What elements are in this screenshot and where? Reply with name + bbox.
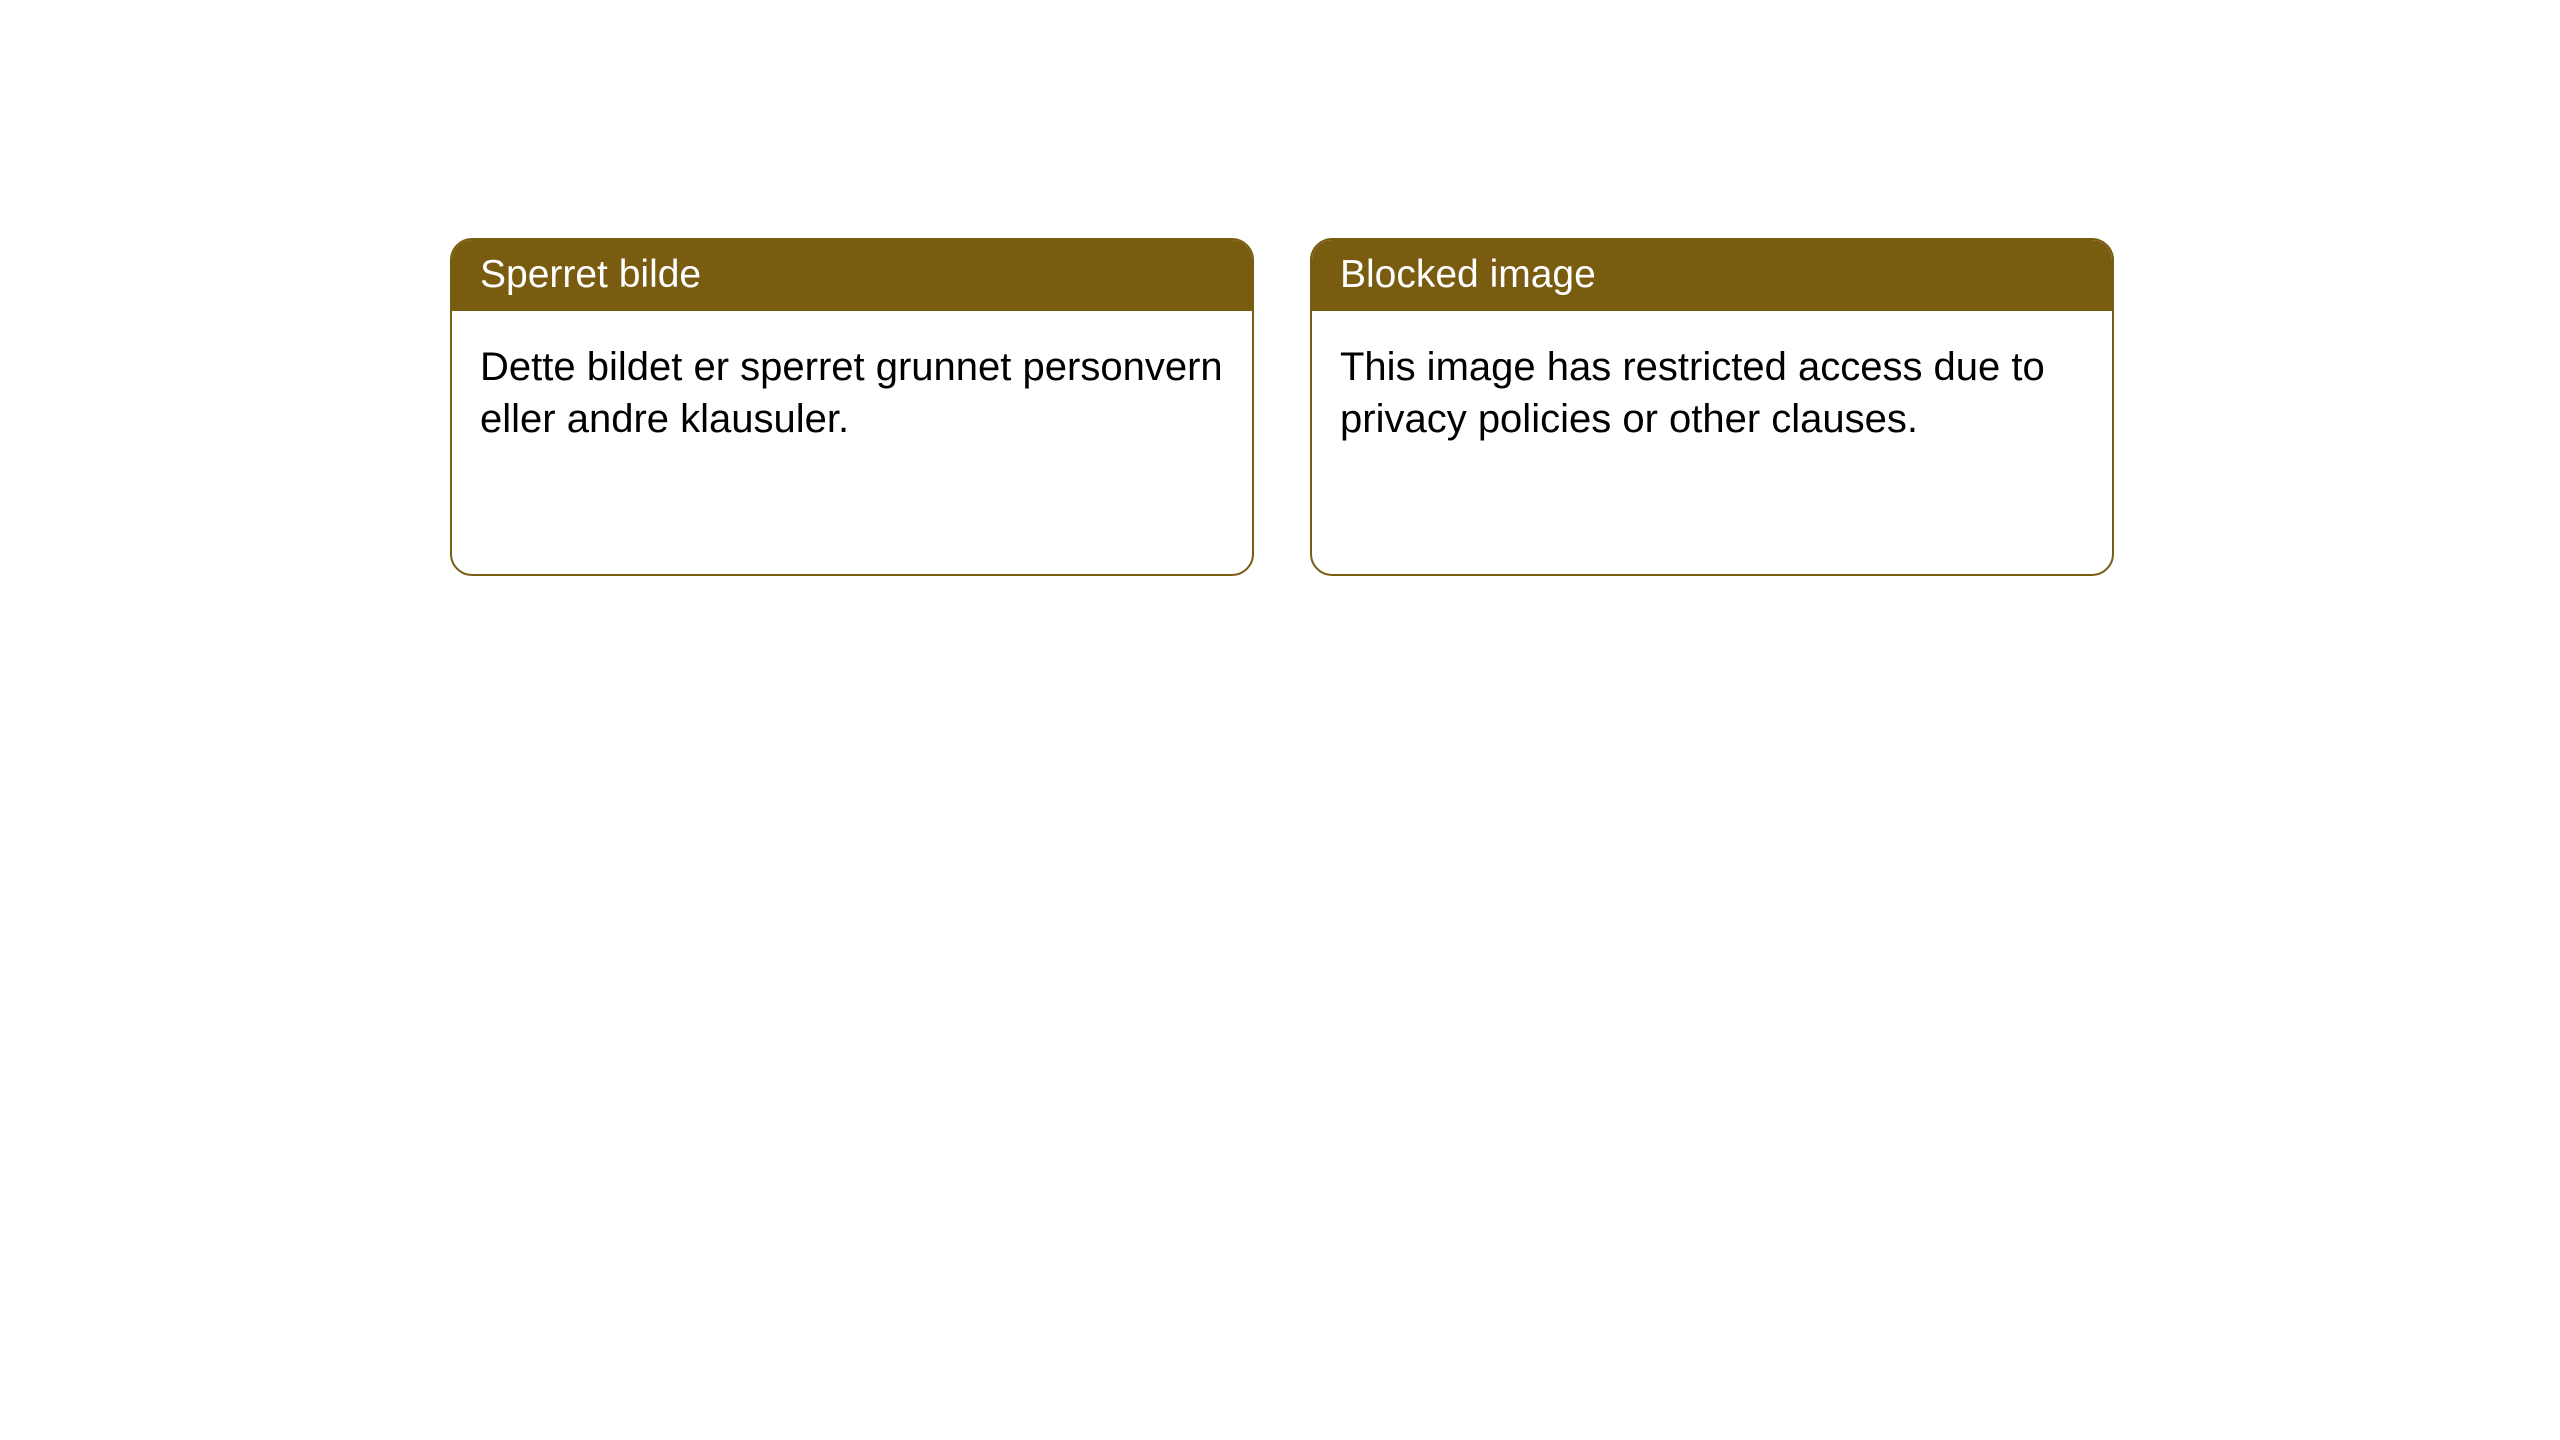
message-cards-container: Sperret bilde Dette bildet er sperret gr…	[0, 0, 2560, 576]
blocked-image-card-en: Blocked image This image has restricted …	[1310, 238, 2114, 576]
card-title: Blocked image	[1340, 253, 1596, 296]
card-body-text: This image has restricted access due to …	[1340, 345, 2045, 441]
card-title: Sperret bilde	[480, 253, 701, 296]
blocked-image-card-no: Sperret bilde Dette bildet er sperret gr…	[450, 238, 1254, 576]
card-body: This image has restricted access due to …	[1312, 311, 2112, 475]
card-body-text: Dette bildet er sperret grunnet personve…	[480, 345, 1223, 441]
card-header: Sperret bilde	[452, 240, 1252, 311]
card-header: Blocked image	[1312, 240, 2112, 311]
card-body: Dette bildet er sperret grunnet personve…	[452, 311, 1252, 475]
